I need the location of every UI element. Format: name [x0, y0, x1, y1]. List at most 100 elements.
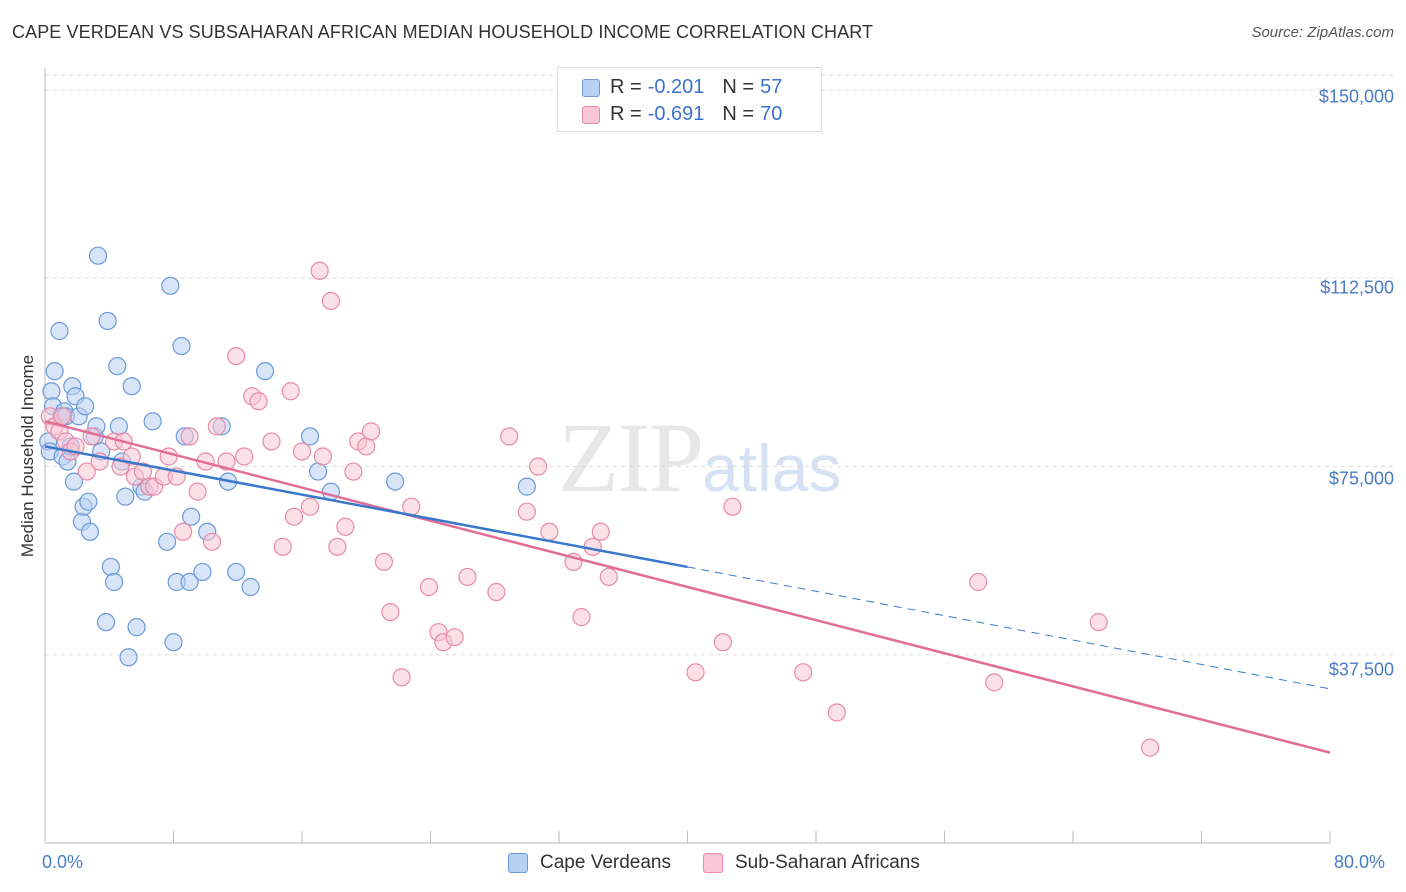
- point-sub-saharan: [174, 522, 193, 541]
- point-cape-verdean: [109, 417, 128, 436]
- legend-n-value: 57: [760, 76, 783, 98]
- point-sub-saharan: [357, 437, 376, 456]
- point-sub-saharan: [686, 663, 705, 682]
- trendline-sub-saharan: [44, 420, 1331, 754]
- point-sub-saharan: [310, 261, 329, 280]
- legend-swatch-blue: [582, 78, 600, 97]
- point-cape-verdean: [157, 532, 177, 551]
- point-cape-verdean: [108, 357, 127, 376]
- point-sub-saharan: [328, 537, 347, 556]
- legend-item-label: Sub-Saharan Africans: [735, 852, 920, 873]
- point-cape-verdean: [517, 477, 536, 496]
- point-sub-saharan: [180, 427, 199, 446]
- point-sub-saharan: [53, 407, 72, 426]
- point-sub-saharan: [321, 291, 341, 310]
- legend-n-value: 70: [760, 103, 783, 125]
- point-cape-verdean: [116, 487, 135, 506]
- legend-r-value: -0.201: [647, 76, 705, 98]
- point-sub-saharan: [249, 392, 268, 411]
- point-cape-verdean: [101, 557, 120, 577]
- point-sub-saharan: [344, 462, 363, 481]
- point-sub-saharan: [133, 462, 153, 481]
- watermark-zip: ZIP: [558, 402, 704, 513]
- point-cape-verdean: [64, 472, 84, 491]
- point-cape-verdean: [80, 522, 100, 541]
- point-sub-saharan: [487, 582, 506, 602]
- point-cape-verdean: [193, 562, 212, 582]
- legend-r-label: R =: [610, 103, 642, 125]
- point-sub-saharan: [217, 452, 236, 471]
- point-cape-verdean: [79, 492, 98, 511]
- point-sub-saharan: [281, 382, 300, 401]
- point-sub-saharan: [969, 572, 988, 592]
- y-tick-label-37500: $37,500: [1328, 659, 1394, 680]
- point-cape-verdean: [143, 412, 162, 431]
- point-sub-saharan: [336, 517, 355, 536]
- point-cape-verdean: [96, 613, 116, 632]
- point-sub-saharan: [572, 608, 591, 627]
- legend-item-label: Cape Verdeans: [540, 852, 671, 873]
- point-sub-saharan: [402, 497, 421, 516]
- trendline-cape-verdean: [44, 445, 688, 569]
- legend-item-sub-saharan-africans[interactable]: Sub-Saharan Africans: [703, 852, 920, 874]
- legend-row-cape-verdeans: R = -0.201 N = 57: [582, 76, 782, 99]
- point-sub-saharan: [374, 552, 394, 572]
- legend-series: Cape Verdeans Sub-Saharan Africans: [508, 852, 952, 874]
- point-sub-saharan: [202, 532, 222, 551]
- point-cape-verdean: [119, 648, 138, 667]
- legend-r-value: -0.691: [647, 103, 705, 125]
- legend-item-cape-verdeans[interactable]: Cape Verdeans: [508, 852, 671, 874]
- point-sub-saharan: [419, 577, 438, 597]
- point-cape-verdean: [182, 507, 201, 526]
- point-sub-saharan: [540, 522, 559, 541]
- point-sub-saharan: [517, 502, 536, 521]
- point-sub-saharan: [445, 628, 464, 647]
- point-cape-verdean: [127, 618, 146, 637]
- point-cape-verdean: [42, 382, 61, 401]
- point-sub-saharan: [188, 482, 207, 501]
- point-cape-verdean: [227, 562, 246, 582]
- point-cape-verdean: [300, 427, 320, 446]
- point-sub-saharan: [273, 537, 292, 556]
- point-cape-verdean: [386, 472, 405, 491]
- legend-row-sub-saharan: R = -0.691 N = 70: [582, 103, 782, 126]
- point-sub-saharan: [827, 703, 846, 722]
- y-tick-label-150000: $150,000: [1318, 86, 1394, 107]
- watermark: ZIPatlas: [558, 400, 841, 515]
- point-sub-saharan: [227, 346, 246, 366]
- legend-n-label: N =: [722, 76, 755, 98]
- point-cape-verdean: [88, 246, 108, 265]
- point-sub-saharan: [381, 602, 400, 622]
- point-sub-saharan: [713, 633, 732, 652]
- y-tick-label-75000: $75,000: [1328, 468, 1394, 489]
- legend-swatch-pink: [703, 853, 723, 873]
- point-sub-saharan: [77, 462, 96, 481]
- point-sub-saharan: [284, 507, 304, 526]
- point-sub-saharan: [207, 417, 226, 436]
- point-sub-saharan: [458, 567, 477, 587]
- trendline-cape-verdean-extension: [687, 566, 1331, 690]
- point-sub-saharan: [599, 567, 618, 587]
- point-cape-verdean: [98, 311, 117, 331]
- point-sub-saharan: [361, 422, 381, 441]
- point-sub-saharan: [1140, 738, 1160, 757]
- point-cape-verdean: [122, 377, 141, 396]
- y-tick-label-112500: $112,500: [1320, 277, 1394, 298]
- point-sub-saharan: [985, 673, 1004, 692]
- x-tick-label-min: 0.0%: [42, 852, 84, 872]
- chart-title: CAPE VERDEAN VS SUBSAHARAN AFRICAN MEDIA…: [12, 22, 874, 42]
- point-sub-saharan: [392, 668, 411, 687]
- point-cape-verdean: [255, 362, 275, 381]
- point-sub-saharan: [591, 522, 610, 541]
- point-sub-saharan: [500, 427, 519, 446]
- source-label: Source: ZipAtlas.com: [1251, 24, 1394, 41]
- point-sub-saharan: [529, 457, 548, 476]
- point-sub-saharan: [1089, 613, 1108, 632]
- point-cape-verdean: [164, 633, 183, 652]
- point-sub-saharan: [723, 497, 742, 516]
- legend-swatch-pink: [582, 105, 600, 124]
- legend-r-label: R =: [610, 76, 642, 98]
- point-sub-saharan: [235, 447, 254, 466]
- y-axis-label: Median Household Income: [18, 354, 37, 558]
